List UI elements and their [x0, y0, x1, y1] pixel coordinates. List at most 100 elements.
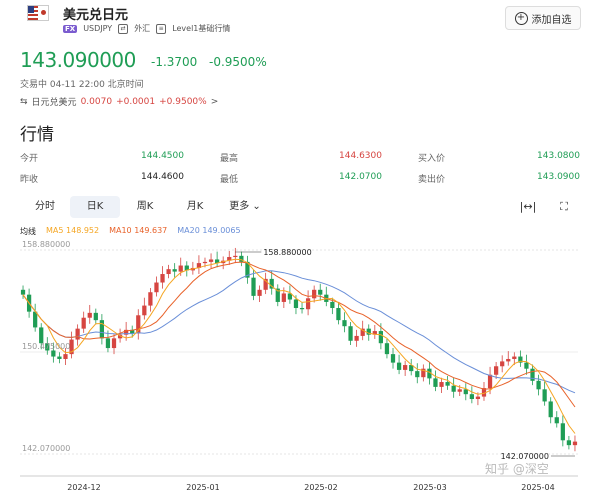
candle-body	[293, 299, 299, 309]
inverse-pair-link[interactable]: ⇆ 日元兑美元 0.0070 +0.0001 +0.9500% >	[20, 95, 218, 109]
symbol-code: USDJPY	[83, 24, 113, 33]
candle-body	[184, 265, 189, 271]
fit-width-icon[interactable]: |↔|	[519, 200, 537, 213]
us-jp-flag-icon	[27, 5, 49, 21]
open-label: 今开	[20, 154, 39, 164]
candle-body	[318, 289, 323, 295]
candle-body	[390, 354, 396, 363]
price-change-pct: -0.9500%	[209, 55, 267, 69]
candle-body	[257, 289, 262, 296]
chevron-down-icon: ⌄	[249, 201, 261, 212]
tab-more[interactable]: 更多 ⌄	[220, 196, 270, 218]
candle-body	[560, 423, 565, 441]
candle-body	[196, 263, 202, 268]
tab-more-label: 更多	[229, 201, 250, 212]
candle-body	[524, 362, 529, 369]
level-link[interactable]: Level1基础行情	[172, 24, 231, 33]
low-value: 142.0700	[339, 172, 382, 182]
symbol-tags: FX USDJPY ⇄ 外汇 ≡ Level1基础行情	[63, 23, 230, 34]
candle-body	[251, 277, 256, 296]
max-marker-label: 158.880000	[263, 248, 311, 257]
kline-chart[interactable]: 158.880000 150.475000 142.070000 2024-12 202…	[0, 240, 592, 500]
candle-body	[172, 269, 177, 272]
tab-monthly-k[interactable]: 月K	[186, 201, 204, 212]
candle-body	[354, 335, 359, 341]
candle-body	[451, 385, 456, 392]
candle-body	[214, 259, 220, 264]
trading-status: 交易中 04-11 22:00 北京时间	[20, 80, 144, 90]
candle-body	[160, 274, 165, 283]
candle-body	[372, 331, 377, 335]
candle-body	[75, 328, 80, 340]
candle-body	[403, 365, 408, 370]
market-heading: 行情	[20, 125, 54, 145]
candle-body	[154, 282, 159, 293]
min-marker-label: 142.070000	[501, 452, 549, 461]
candle-body	[457, 389, 462, 392]
ma10-legend: MA10 149.637	[109, 226, 168, 235]
ma20-line	[22, 270, 576, 394]
candle-body	[427, 368, 432, 379]
candle-body	[572, 441, 578, 446]
candle-body	[99, 320, 105, 339]
x-tick-label: 2025-02	[304, 483, 337, 492]
candle-body	[330, 301, 335, 309]
ma5-line	[22, 258, 576, 434]
inverse-price: 0.0070	[80, 96, 113, 107]
candle-body	[548, 401, 553, 418]
ma10-line	[22, 261, 576, 408]
candle-body	[396, 362, 402, 370]
level-icon: ≡	[156, 23, 167, 34]
candle-body	[433, 378, 438, 387]
candle-body	[366, 328, 371, 335]
ask-label: 卖出价	[418, 175, 446, 185]
tab-timeshare[interactable]: 分时	[35, 201, 55, 212]
candle-body	[33, 311, 38, 328]
swap-icon: ⇆	[20, 96, 28, 107]
candle-body	[51, 350, 56, 357]
ma20-legend: MA20 149.0065	[177, 226, 241, 235]
candle-body	[263, 278, 268, 290]
candle-body	[245, 261, 250, 278]
candle-body	[348, 326, 353, 341]
candle-body	[518, 356, 523, 363]
candle-body	[57, 356, 62, 359]
candle-body	[166, 269, 171, 275]
tab-daily-k[interactable]: 日K	[70, 196, 120, 218]
high-value: 144.6300	[339, 151, 382, 161]
candle-body	[463, 389, 468, 395]
fullscreen-icon[interactable]: ⛶	[560, 200, 568, 213]
chart-period-tabs: 分时 日K 周K 月K 更多 ⌄	[20, 196, 270, 218]
candle-body	[312, 289, 317, 299]
candle-body	[63, 354, 68, 359]
candle-body	[554, 417, 559, 424]
candle-body	[336, 308, 341, 321]
candle-body	[202, 261, 208, 264]
candle-body	[530, 368, 535, 381]
fx-badge: FX	[63, 24, 78, 33]
candle-body	[39, 327, 44, 344]
candle-body	[117, 334, 123, 339]
ma5-legend: MA5 148.952	[46, 226, 100, 235]
candle-body	[142, 305, 147, 316]
candle-body	[81, 317, 86, 329]
inverse-pair-label: 日元兑美元	[31, 98, 77, 108]
x-tick-label: 2024-12	[67, 483, 100, 492]
add-watchlist-label: 添加自选	[531, 14, 572, 26]
add-watchlist-button[interactable]: + 添加自选	[505, 6, 581, 30]
candle-body	[384, 343, 390, 355]
candle-body	[69, 339, 74, 355]
candle-body	[269, 278, 274, 289]
ma-legend: 均线 MA5 148.952 MA10 149.637 MA20 149.006…	[20, 226, 241, 237]
candle-body	[378, 331, 384, 344]
category-link[interactable]: 外汇	[134, 24, 151, 33]
forex-icon: ⇄	[118, 23, 129, 34]
inverse-change-pct: +0.9500%	[159, 96, 207, 107]
bid-label: 买入价	[418, 154, 446, 164]
candle-body	[136, 315, 141, 334]
open-value: 144.4500	[141, 151, 184, 161]
candle-body	[275, 288, 280, 302]
candle-body	[281, 293, 286, 302]
candle-body	[305, 298, 311, 310]
tab-weekly-k[interactable]: 周K	[136, 201, 154, 212]
